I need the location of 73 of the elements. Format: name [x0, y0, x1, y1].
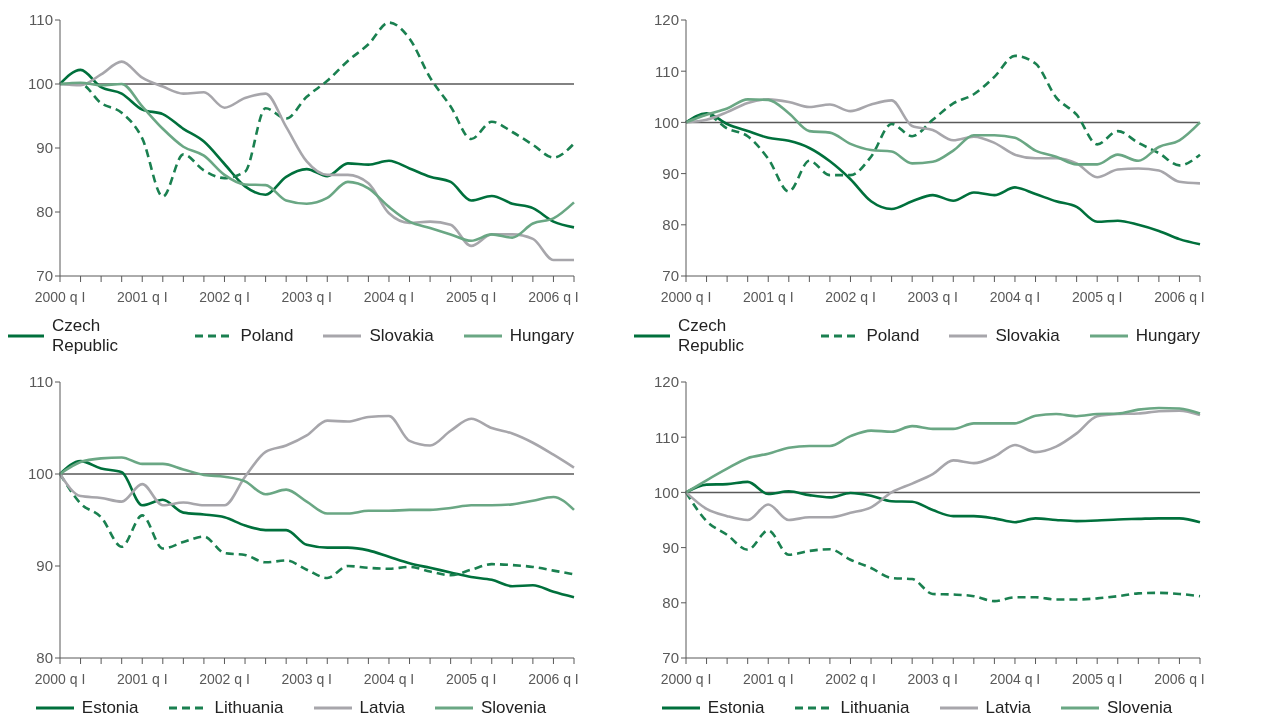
y-tick-label: 90	[662, 538, 679, 556]
y-tick-label: 110	[655, 428, 679, 446]
legend-label: Slovakia	[369, 326, 434, 346]
legend-label: Estonia	[707, 698, 765, 716]
x-tick-label: 2003 q I	[907, 288, 959, 305]
x-tick-label: 2001 q I	[742, 288, 794, 305]
y-tick-label: 90	[36, 557, 53, 575]
legend-label: Lithuania	[840, 698, 910, 716]
x-tick-label: 2005 q I	[1071, 288, 1123, 305]
y-tick-label: 100	[653, 113, 679, 131]
y-tick-label: 80	[662, 594, 679, 612]
legend-label: Poland	[866, 326, 920, 346]
legend-label: Latvia	[359, 698, 405, 716]
x-tick-label: 2001 q I	[116, 288, 168, 305]
y-tick-label: 100	[27, 465, 53, 483]
x-tick-label: 2000 q I	[660, 670, 712, 687]
x-tick-label: 2000 q I	[660, 288, 712, 305]
x-tick-label: 2000 q I	[34, 670, 86, 687]
x-tick-label: 2005 q I	[1071, 670, 1123, 687]
x-tick-label: 2006 q I	[528, 288, 579, 305]
y-tick-label: 90	[662, 164, 679, 182]
x-tick-label: 2003 q I	[281, 670, 333, 687]
legend-label: Slovenia	[480, 698, 547, 716]
line-series	[58, 81, 576, 243]
x-tick-label: 2001 q I	[116, 670, 168, 687]
x-tick-label: 2006 q I	[1154, 670, 1205, 687]
x-tick-label: 2005 q I	[445, 288, 497, 305]
legend-label: Latvia	[985, 698, 1031, 716]
y-tick-label: 120	[653, 11, 679, 29]
legend-label: Czech Republic	[51, 316, 120, 356]
y-tick-label: 110	[29, 373, 53, 391]
y-tick-label: 70	[36, 267, 53, 285]
x-tick-label: 2000 q I	[34, 288, 86, 305]
legend-label: Hungary	[509, 326, 574, 346]
y-tick-label: 90	[36, 139, 53, 157]
x-tick-label: 2003 q I	[281, 288, 333, 305]
line-series	[684, 98, 1202, 185]
x-tick-label: 2001 q I	[742, 670, 794, 687]
x-tick-label: 2004 q I	[989, 288, 1041, 305]
x-tick-label: 2003 q I	[907, 670, 959, 687]
y-tick-label: 120	[653, 373, 679, 391]
y-tick-label: 110	[29, 11, 53, 29]
y-tick-label: 80	[36, 203, 53, 221]
legend-label: Czech Republic	[677, 316, 746, 356]
line-series	[58, 414, 576, 507]
x-tick-label: 2002 q I	[199, 288, 250, 305]
line-series	[684, 409, 1202, 522]
x-tick-label: 2004 q I	[989, 670, 1041, 687]
legend-label: Slovakia	[995, 326, 1060, 346]
y-tick-label: 80	[662, 216, 679, 234]
legend-label: Lithuania	[214, 698, 284, 716]
line-series	[58, 456, 576, 515]
line-series	[58, 68, 576, 229]
x-tick-label: 2004 q I	[363, 288, 415, 305]
line-series	[684, 98, 1202, 166]
x-tick-label: 2006 q I	[528, 670, 579, 687]
legend-label: Estonia	[81, 698, 139, 716]
legend-label: Hungary	[1135, 326, 1200, 346]
x-tick-label: 2004 q I	[363, 670, 415, 687]
y-tick-label: 70	[662, 267, 679, 285]
x-tick-label: 2006 q I	[1154, 288, 1205, 305]
y-tick-label: 100	[27, 75, 53, 93]
legend-label: Slovenia	[1106, 698, 1173, 716]
y-tick-label: 70	[662, 649, 679, 667]
x-tick-label: 2002 q I	[825, 288, 876, 305]
x-tick-label: 2002 q I	[199, 670, 250, 687]
y-tick-label: 100	[653, 483, 679, 501]
legend-label: Poland	[240, 326, 294, 346]
x-tick-label: 2002 q I	[825, 670, 876, 687]
line-series	[684, 406, 1202, 494]
x-tick-label: 2005 q I	[445, 670, 497, 687]
y-tick-label: 110	[655, 62, 679, 80]
y-tick-label: 80	[36, 649, 53, 667]
